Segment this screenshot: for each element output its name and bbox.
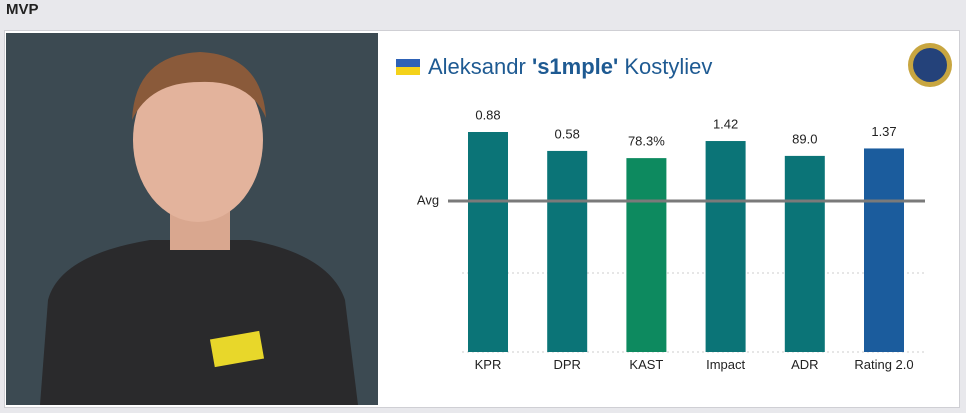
bar — [784, 155, 825, 352]
last-name: Kostyliev — [624, 54, 713, 79]
bar — [626, 158, 667, 352]
value-label: 0.58 — [555, 126, 580, 141]
category-label: KPR — [474, 357, 502, 372]
value-label: 0.88 — [475, 107, 500, 122]
value-label: 89.0 — [792, 131, 817, 146]
value-label: 1.37 — [871, 124, 896, 139]
value-label: 1.42 — [713, 116, 738, 131]
value-label: 78.3% — [628, 134, 665, 149]
category-label: Impact — [706, 357, 746, 372]
bar — [705, 141, 746, 352]
first-name: Aleksandr — [428, 54, 526, 79]
bar — [468, 132, 508, 352]
category-label: Rating 2.0 — [854, 357, 914, 372]
player-name: Aleksandr 's1mple' Kostyliev — [428, 54, 712, 80]
bar — [547, 150, 588, 352]
badge-inner — [913, 48, 947, 82]
bar — [864, 148, 904, 352]
category-label: KAST — [629, 357, 664, 372]
flag-blue — [396, 59, 420, 67]
flag-yellow — [396, 67, 420, 75]
category-label: DPR — [553, 357, 581, 372]
player-silhouette — [40, 52, 358, 405]
section-title: MVP — [6, 1, 39, 18]
avg-label: Avg — [417, 192, 439, 207]
category-label: ADR — [791, 357, 819, 372]
nickname: 's1mple' — [531, 54, 619, 79]
